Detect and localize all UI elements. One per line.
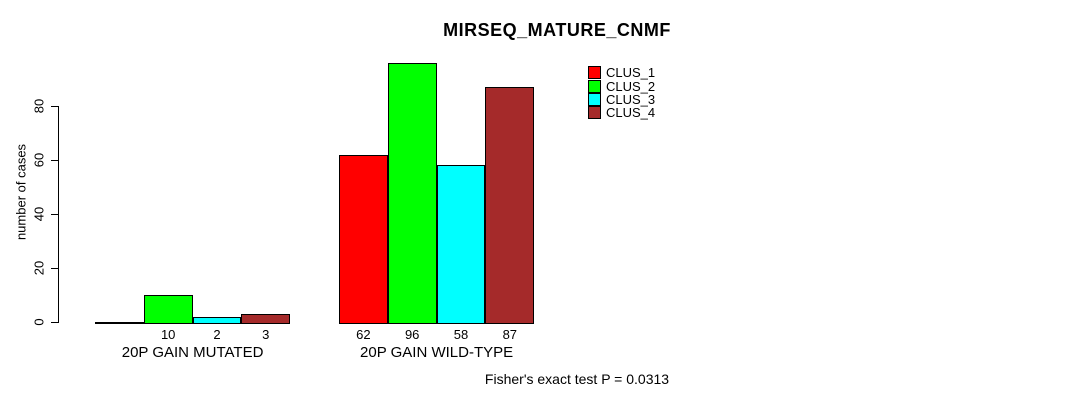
x-category-label: 20P GAIN WILD-TYPE (360, 344, 514, 361)
legend-swatch-icon (588, 92, 601, 106)
bar-clus_3-group2 (436, 165, 486, 324)
y-tick-label: 60 (31, 152, 47, 168)
y-tick-label: 80 (31, 98, 47, 114)
bar-clus_1-group2 (339, 154, 388, 324)
legend-row-clus_2: CLUS_2 (588, 78, 656, 94)
y-tick-mark (51, 106, 58, 107)
y-tick-label: 40 (31, 206, 47, 222)
bar-clus_2-group2 (387, 62, 437, 324)
legend-label: CLUS_3 (606, 91, 656, 107)
bar-value-label: 87 (502, 327, 518, 342)
y-tick-mark (51, 322, 58, 323)
annotation-text: Fisher's exact test P = 0.0313 (484, 371, 670, 387)
legend-row-clus_1: CLUS_1 (588, 65, 656, 81)
bar-value-label: 10 (160, 327, 176, 342)
y-axis-label: number of cases (13, 143, 29, 241)
legend-label: CLUS_2 (606, 78, 656, 94)
y-tick-mark (51, 160, 58, 161)
bar-value-label: 62 (356, 327, 371, 342)
bar-clus_1-group1 (95, 322, 144, 324)
bar-clus_4-group1 (241, 313, 291, 324)
legend: CLUS_1 CLUS_2 CLUS_3 CLUS_4 (588, 65, 656, 121)
legend-label: CLUS_1 (606, 65, 656, 81)
x-category-label: 20P GAIN MUTATED (121, 344, 264, 361)
y-tick-label: 20 (31, 260, 47, 276)
bar-value-label: 3 (262, 327, 270, 342)
bar-value-label: 2 (213, 327, 221, 342)
legend-swatch-icon (588, 66, 601, 80)
y-axis-line (58, 106, 59, 323)
legend-label: CLUS_4 (606, 105, 656, 121)
bar-clus_4-group2 (485, 87, 535, 324)
legend-row-clus_3: CLUS_3 (588, 91, 656, 107)
bar-value-label: 96 (404, 327, 420, 342)
legend-swatch-icon (588, 79, 601, 93)
chart-title: MIRSEQ_MATURE_CNMF (443, 20, 671, 40)
bar-clus_3-group1 (192, 316, 242, 324)
bar-value-label: 58 (453, 327, 469, 342)
y-tick-label: 0 (31, 318, 47, 326)
y-tick-mark (51, 268, 58, 269)
legend-swatch-icon (588, 106, 601, 120)
y-tick-mark (51, 214, 58, 215)
bar-clus_2-group1 (143, 295, 193, 324)
legend-row-clus_4: CLUS_4 (588, 105, 656, 121)
